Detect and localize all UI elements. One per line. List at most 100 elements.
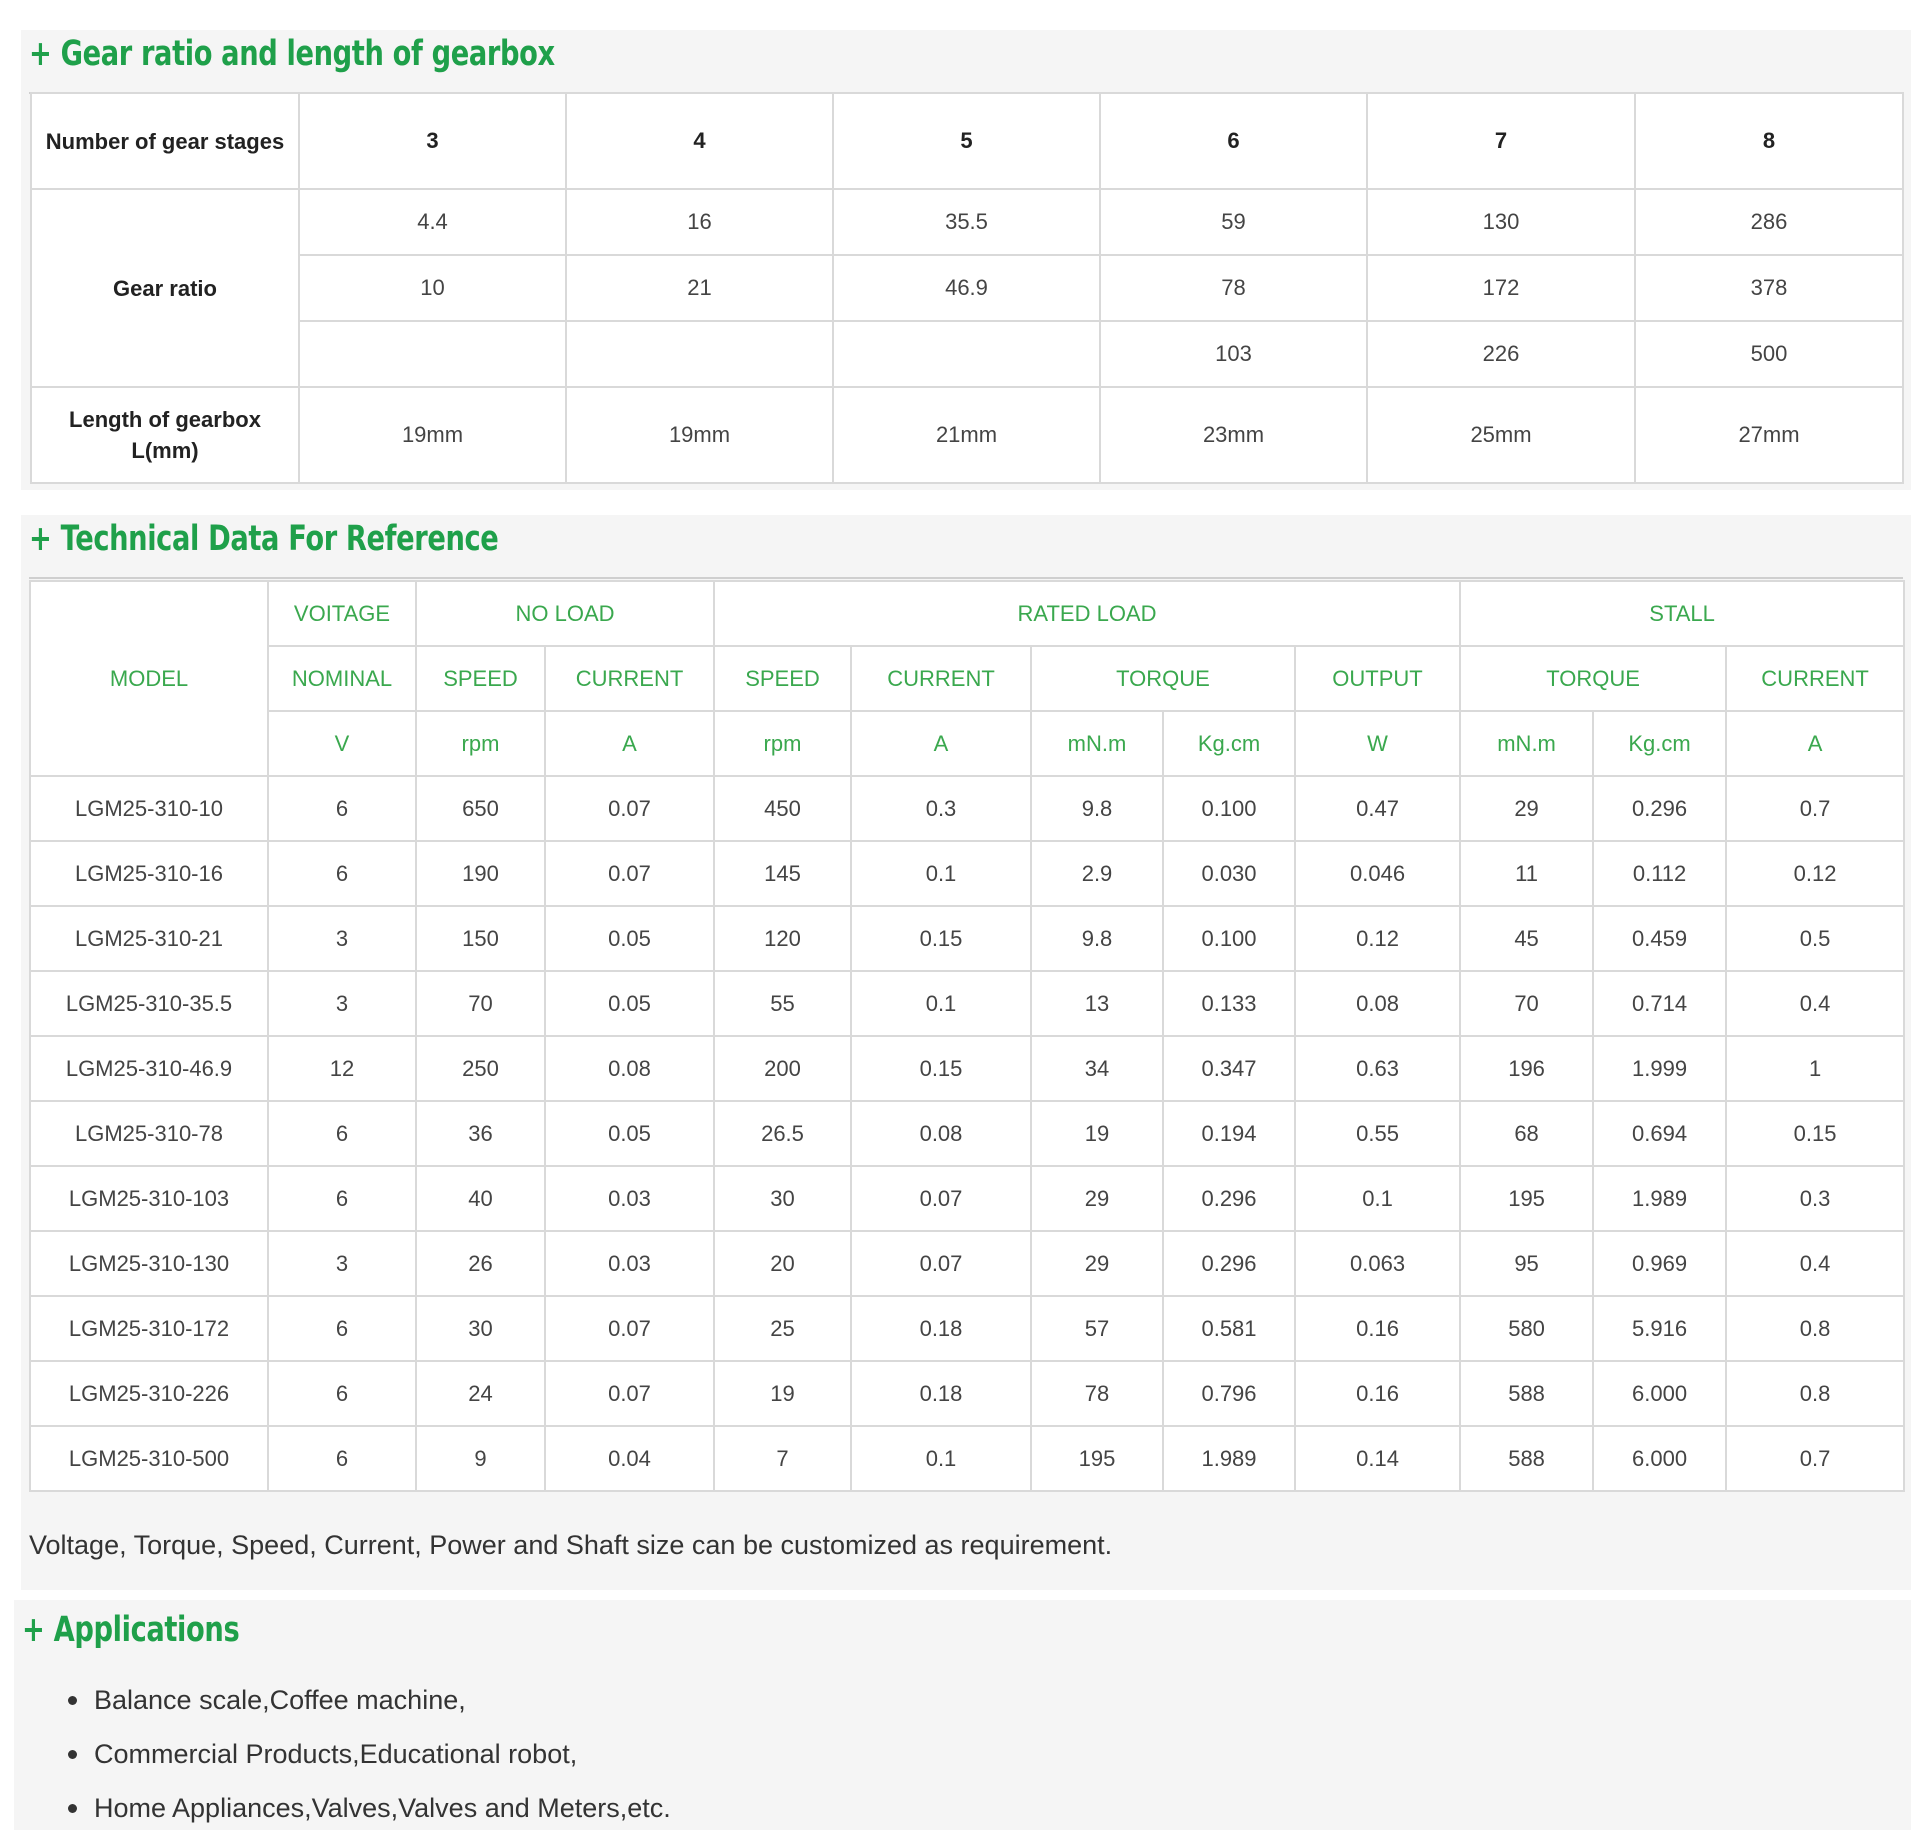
value-cell: 2.9 (1030, 840, 1164, 907)
model-header: MODEL (29, 580, 269, 777)
ratio-cell: 16 (565, 188, 834, 256)
technical-section: + Technical Data For Reference MODEL VOI… (21, 515, 1911, 1590)
value-cell: 0.100 (1162, 775, 1296, 842)
value-cell: 19 (713, 1360, 852, 1427)
value-cell: 26.5 (713, 1100, 852, 1167)
value-cell: 6 (267, 1100, 417, 1167)
value-cell: 95 (1459, 1230, 1595, 1297)
bullet-icon (68, 1750, 77, 1759)
value-cell: 0.296 (1162, 1230, 1296, 1297)
ratio-cell: 286 (1634, 188, 1904, 256)
length-label: Length of gearbox L(mm) (30, 386, 300, 484)
applications-section: + Applications Balance scale,Coffee mach… (14, 1600, 1911, 1830)
value-cell: 200 (713, 1035, 852, 1102)
value-cell: 0.14 (1293, 1425, 1462, 1492)
value-cell: 0.459 (1592, 905, 1728, 972)
value-cell: 0.07 (544, 840, 715, 907)
value-cell: 3 (267, 1230, 417, 1297)
value-cell: 6 (267, 1165, 417, 1232)
value-cell: 0.18 (850, 1295, 1032, 1362)
gearbox-section: + Gear ratio and length of gearbox Numbe… (21, 30, 1911, 490)
unit-cell: rpm (415, 710, 546, 777)
value-cell: 0.133 (1162, 970, 1296, 1037)
model-cell: LGM25-310-16 (29, 840, 269, 907)
stall-header: STALL (1459, 580, 1906, 647)
value-cell: 78 (1030, 1360, 1164, 1427)
value-cell: 0.714 (1592, 970, 1728, 1037)
value-cell: 0.08 (1293, 970, 1462, 1037)
value-cell: 1.989 (1592, 1165, 1728, 1232)
length-cell: 23mm (1099, 386, 1368, 484)
ratio-cell: 378 (1634, 254, 1904, 322)
rated-torque-header: TORQUE (1030, 645, 1296, 712)
unit-cell: A (1725, 710, 1906, 777)
value-cell: 0.07 (850, 1230, 1032, 1297)
value-cell: 1.999 (1592, 1035, 1728, 1102)
ratio-row: 103 226 500 (31, 320, 1904, 388)
value-cell: 0.581 (1162, 1295, 1296, 1362)
value-cell: 0.8 (1725, 1360, 1906, 1427)
unit-cell: mN.m (1459, 710, 1595, 777)
value-cell: 0.347 (1162, 1035, 1296, 1102)
value-cell: 9.8 (1030, 775, 1164, 842)
value-cell: 0.4 (1725, 1230, 1906, 1297)
value-cell: 588 (1459, 1425, 1595, 1492)
unit-cell: A (850, 710, 1032, 777)
value-cell: 6.000 (1592, 1360, 1728, 1427)
value-cell: 57 (1030, 1295, 1164, 1362)
subheader-row: NOMINAL SPEED CURRENT SPEED CURRENT TORQ… (30, 645, 1906, 712)
stages-label: Number of gear stages (30, 92, 300, 190)
value-cell: 0.15 (850, 905, 1032, 972)
length-cell: 25mm (1366, 386, 1636, 484)
value-cell: 0.55 (1293, 1100, 1462, 1167)
ratio-cell: 21 (565, 254, 834, 322)
table-row: LGM25-310-103 6 40 0.03 30 0.07 29 0.296 0.1 195 1… (29, 1165, 1906, 1232)
model-cell: LGM25-310-226 (29, 1360, 269, 1427)
ratio-cell: 46.9 (832, 254, 1101, 322)
model-cell: LGM25-310-21 (29, 905, 269, 972)
technical-table: MODEL VOITAGE NO LOAD RATED LOAD STALL N… (29, 580, 1906, 1492)
ratio-cell: 226 (1366, 320, 1636, 388)
unit-cell: W (1293, 710, 1462, 777)
table-row: LGM25-310-21 3 150 0.05 120 0.15 9.8 0.100 0.12 4… (29, 905, 1906, 972)
value-cell: 29 (1459, 775, 1595, 842)
model-cell: LGM25-310-35.5 (29, 970, 269, 1037)
value-cell: 1 (1725, 1035, 1906, 1102)
value-cell: 195 (1030, 1425, 1164, 1492)
value-cell: 24 (415, 1360, 546, 1427)
ratio-cell: 35.5 (832, 188, 1101, 256)
value-cell: 34 (1030, 1035, 1164, 1102)
value-cell: 6 (267, 840, 417, 907)
value-cell: 0.7 (1725, 775, 1906, 842)
value-cell: 9 (415, 1425, 546, 1492)
value-cell: 580 (1459, 1295, 1595, 1362)
value-cell: 0.030 (1162, 840, 1296, 907)
value-cell: 0.05 (544, 1100, 715, 1167)
unit-cell: Kg.cm (1592, 710, 1728, 777)
stall-current-header: CURRENT (1725, 645, 1906, 712)
value-cell: 0.796 (1162, 1360, 1296, 1427)
model-cell: LGM25-310-130 (29, 1230, 269, 1297)
stage-cell: 7 (1366, 92, 1636, 190)
table-row: LGM25-310-46.9 12 250 0.08 200 0.15 34 0.347 0.6… (29, 1035, 1906, 1102)
value-cell: 20 (713, 1230, 852, 1297)
model-cell: LGM25-310-10 (29, 775, 269, 842)
value-cell: 0.3 (1725, 1165, 1906, 1232)
ratio-cell: 500 (1634, 320, 1904, 388)
value-cell: 195 (1459, 1165, 1595, 1232)
value-cell: 0.47 (1293, 775, 1462, 842)
value-cell: 19 (1030, 1100, 1164, 1167)
ratio-cell (565, 320, 834, 388)
stages-row: Number of gear stages 3 4 5 6 7 8 (30, 92, 1904, 190)
value-cell: 0.08 (544, 1035, 715, 1102)
length-row: Length of gearbox L(mm) 19mm 19mm 21mm 2… (30, 386, 1904, 484)
value-cell: 0.03 (544, 1230, 715, 1297)
value-cell: 0.16 (1293, 1360, 1462, 1427)
value-cell: 0.063 (1293, 1230, 1462, 1297)
value-cell: 0.969 (1592, 1230, 1728, 1297)
ratio-row: 10 21 46.9 78 172 378 (31, 254, 1904, 322)
model-cell: LGM25-310-78 (29, 1100, 269, 1167)
value-cell: 30 (713, 1165, 852, 1232)
value-cell: 0.296 (1592, 775, 1728, 842)
unit-cell: Kg.cm (1162, 710, 1296, 777)
